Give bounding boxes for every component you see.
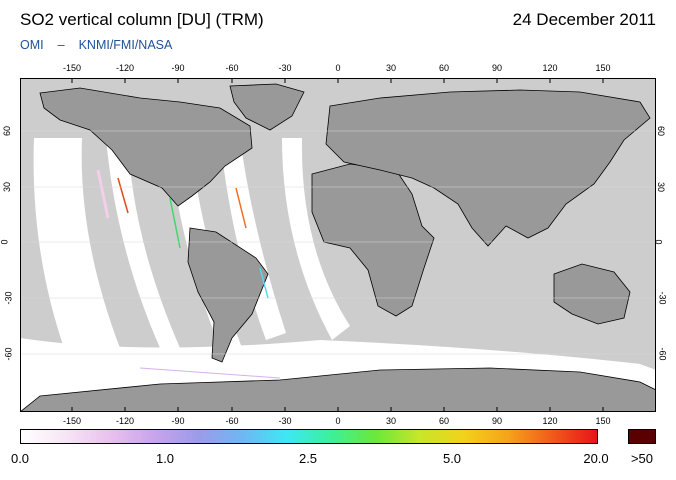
lon-tick-top: -30 xyxy=(278,63,292,73)
lat-tick-left: -60 xyxy=(3,347,14,361)
lat-tick-right: -60 xyxy=(657,347,668,361)
lon-tick-bottom: 150 xyxy=(595,416,611,426)
credit-separator: – xyxy=(57,38,65,52)
colorbar-overflow-label: >50 xyxy=(630,451,654,466)
land-eurasia xyxy=(325,89,651,247)
so2-retrieval-noise xyxy=(96,169,281,379)
lon-tick-top: -120 xyxy=(115,63,135,73)
lon-tick-top: 120 xyxy=(542,63,558,73)
credit-instrument: OMI xyxy=(20,38,44,52)
so2-world-map xyxy=(20,78,656,412)
lat-tick-right: 60 xyxy=(656,125,667,137)
noise-streak xyxy=(169,197,181,249)
map-date: 24 December 2011 xyxy=(512,10,656,29)
lat-tick-left: 0 xyxy=(0,239,10,245)
land-south-america xyxy=(187,227,269,363)
swath-2 xyxy=(106,138,180,348)
lat-tick-right: 30 xyxy=(656,181,667,193)
land-antarctica xyxy=(20,367,656,412)
graticule xyxy=(20,130,656,355)
lon-tick-bottom: 60 xyxy=(438,416,450,426)
noise-streak xyxy=(259,267,269,299)
land-australia xyxy=(553,263,631,325)
land-africa xyxy=(311,163,435,317)
land-masses xyxy=(20,83,656,412)
overflow-color-box xyxy=(628,429,656,444)
lon-tick-top: 150 xyxy=(595,63,611,73)
lon-tick-top: 90 xyxy=(491,63,503,73)
noise-streak xyxy=(235,187,247,229)
lon-tick-bottom: -60 xyxy=(225,416,239,426)
noise-streak xyxy=(139,367,281,379)
lon-tick-top: 30 xyxy=(385,63,397,73)
land-greenland xyxy=(229,83,305,131)
credit-line: OMI – KNMI/FMI/NASA xyxy=(20,38,172,52)
colorbar-label: 5.0 xyxy=(442,451,462,466)
lon-tick-bottom: 120 xyxy=(542,416,558,426)
noise-streak xyxy=(117,177,129,214)
lat-tick-left: 60 xyxy=(2,125,13,137)
colorbar-label: 20.0 xyxy=(583,451,609,466)
swath-5 xyxy=(282,138,350,340)
colorbar-label: 2.5 xyxy=(298,451,318,466)
lon-tick-top: -60 xyxy=(225,63,239,73)
colorbar-label: 1.0 xyxy=(155,451,175,466)
lon-tick-bottom: 0 xyxy=(335,416,341,426)
land-north-america xyxy=(39,87,253,207)
lon-tick-top: -150 xyxy=(62,63,82,73)
frame-ticks xyxy=(71,78,604,412)
credit-institutions: KNMI/FMI/NASA xyxy=(78,38,173,52)
lon-tick-bottom: -90 xyxy=(171,416,185,426)
map-title: SO2 vertical column [DU] (TRM) xyxy=(20,10,264,29)
lon-tick-bottom: 30 xyxy=(385,416,397,426)
swath-1 xyxy=(33,138,120,348)
lat-tick-left: 30 xyxy=(2,181,13,193)
colorbar-label: 0.0 xyxy=(10,451,30,466)
lon-tick-bottom: -150 xyxy=(62,416,82,426)
noise-streak xyxy=(96,169,110,219)
lat-tick-left: -30 xyxy=(3,291,14,305)
lon-tick-top: -90 xyxy=(171,63,185,73)
lon-tick-bottom: -120 xyxy=(115,416,135,426)
lon-tick-bottom: 90 xyxy=(491,416,503,426)
lon-tick-bottom: -30 xyxy=(278,416,292,426)
lon-tick-top: 0 xyxy=(335,63,341,73)
lat-tick-right: -30 xyxy=(657,291,668,305)
lon-tick-top: 60 xyxy=(438,63,450,73)
so2-colorbar xyxy=(20,429,598,444)
